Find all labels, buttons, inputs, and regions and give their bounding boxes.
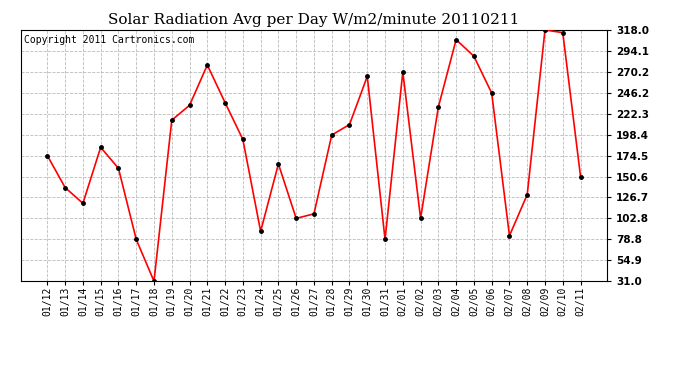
Text: Copyright 2011 Cartronics.com: Copyright 2011 Cartronics.com — [23, 35, 194, 45]
Title: Solar Radiation Avg per Day W/m2/minute 20110211: Solar Radiation Avg per Day W/m2/minute … — [108, 13, 520, 27]
